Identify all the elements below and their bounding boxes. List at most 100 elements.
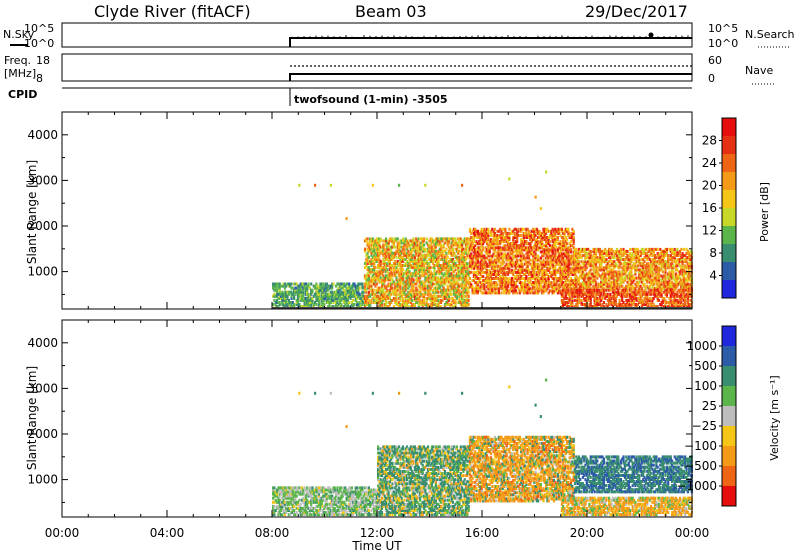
data-cell [669, 272, 672, 276]
data-cell [391, 288, 394, 292]
data-cell [386, 262, 389, 265]
data-cell [492, 260, 495, 264]
data-cell [526, 242, 529, 246]
data-cell [324, 290, 327, 294]
data-cell [499, 264, 502, 268]
data-cell [593, 256, 596, 260]
data-cell [501, 240, 504, 244]
data-cell [643, 270, 646, 274]
data-cell [545, 262, 548, 266]
data-cell [449, 290, 452, 294]
data-cell [661, 286, 664, 290]
data-cell [422, 266, 426, 270]
data-cell [626, 256, 629, 260]
data-cell [500, 268, 503, 272]
data-cell [518, 250, 521, 254]
data-cell [587, 262, 590, 266]
data-cell [476, 283, 479, 287]
data-cell [504, 283, 507, 287]
data-cell [535, 229, 538, 233]
data-cell [455, 296, 458, 300]
data-cell [303, 286, 306, 290]
data-cell [520, 277, 523, 280]
data-cell [636, 254, 640, 257]
data-cell [424, 284, 427, 288]
data-cell [615, 286, 619, 290]
data-cell [518, 246, 521, 250]
data-cell [580, 284, 583, 288]
data-cell [377, 241, 380, 245]
data-cell [400, 278, 403, 282]
data-cell [545, 244, 548, 248]
data-cell [648, 276, 651, 280]
data-cell [413, 266, 416, 270]
data-cell [618, 258, 621, 262]
data-cell [310, 290, 313, 294]
data-cell [400, 290, 403, 294]
data-cell [509, 260, 512, 264]
data-cell [508, 254, 511, 258]
data-cell [560, 298, 563, 302]
data-cell [648, 284, 651, 288]
data-cell [463, 264, 466, 267]
data-cell [566, 270, 569, 274]
data-cell [563, 238, 566, 242]
data-cell [321, 296, 325, 300]
data-cell [585, 274, 588, 278]
data-cell [512, 289, 515, 293]
data-cell [495, 281, 498, 285]
data-cell [433, 266, 436, 270]
data-cell [379, 305, 382, 309]
data-cell [619, 247, 622, 251]
data-cell [504, 272, 507, 276]
data-cell [451, 264, 454, 267]
data-cell [445, 274, 448, 278]
data-cell [600, 262, 603, 266]
data-cell [489, 240, 493, 244]
data-cell [682, 276, 685, 280]
data-cell [483, 283, 486, 287]
data-cell [611, 270, 615, 274]
data-cell [446, 239, 449, 243]
data-cell [436, 262, 439, 265]
data-cell [396, 264, 399, 267]
data-cell [275, 292, 279, 296]
data-cell [514, 244, 517, 248]
data-cell [412, 280, 415, 284]
data-cell [501, 236, 504, 239]
data-cell [446, 303, 449, 306]
data-cell [441, 237, 444, 241]
freq-unit-label: [MHz] [4, 67, 36, 80]
data-cell [678, 282, 682, 286]
data-cell [307, 292, 310, 296]
data-cell [579, 282, 582, 286]
data-cell [660, 266, 663, 270]
data-cell [327, 305, 330, 309]
data-cell [451, 270, 454, 274]
data-cell [408, 278, 411, 282]
data-cell [564, 283, 567, 287]
data-cell [434, 251, 437, 255]
data-cell [661, 256, 664, 260]
data-cell [400, 276, 403, 280]
data-cell [676, 264, 679, 268]
data-cell [434, 259, 437, 263]
data-cell [593, 258, 596, 262]
data-cell [449, 264, 452, 267]
data-cell [369, 280, 372, 284]
data-cell [451, 243, 454, 247]
data-cell [466, 303, 469, 306]
data-cell [426, 249, 430, 253]
data-cell [493, 238, 496, 242]
data-cell [581, 284, 584, 288]
data-cell [617, 258, 620, 262]
data-cell [635, 260, 638, 264]
data-cell [338, 292, 342, 296]
data-cell [449, 280, 452, 284]
data-cell [363, 296, 367, 300]
data-cell [390, 286, 393, 290]
data-cell [674, 254, 678, 257]
data-cell [405, 282, 409, 286]
data-cell [592, 278, 595, 282]
data-cell [447, 274, 451, 278]
